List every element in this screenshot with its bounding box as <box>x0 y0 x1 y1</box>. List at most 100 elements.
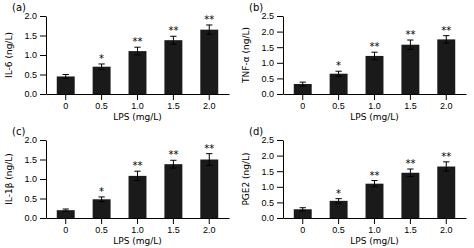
y-tick: 2.0 <box>261 151 283 161</box>
x-tick: 1.5 <box>167 94 180 111</box>
y-tick-label: 0.5 <box>24 194 37 204</box>
error-bar-cap <box>335 76 341 77</box>
y-tick-mark <box>277 140 283 141</box>
error-bar <box>134 171 140 180</box>
error-bar-cap <box>206 34 212 35</box>
x-tick-mark <box>338 94 339 100</box>
bar <box>401 173 419 218</box>
x-tick: 2.0 <box>203 218 216 235</box>
error-bar-line <box>65 75 66 79</box>
x-tick: 2.0 <box>440 218 453 235</box>
y-axis-line <box>46 17 47 95</box>
x-tick-label: 0 <box>63 101 68 111</box>
error-bar-line <box>410 169 411 176</box>
x-tick: 1.0 <box>131 94 144 111</box>
error-bar-cap <box>134 180 140 181</box>
y-tick: 1.5 <box>24 155 46 165</box>
y-tick-mark <box>40 199 46 200</box>
y-tick-label: 0.0 <box>261 89 274 99</box>
marks <box>57 154 218 218</box>
x-tick-mark <box>410 218 411 224</box>
x-tick-label: 1.0 <box>131 101 144 111</box>
y-tick-mark <box>277 202 283 203</box>
x-tick: 0.5 <box>95 218 108 235</box>
error-bar-line <box>173 160 174 168</box>
error-bar-cap <box>98 201 104 202</box>
y-tick-label: 2.5 <box>261 11 274 21</box>
x-tick-mark <box>65 218 66 224</box>
x-tick-mark <box>338 218 339 224</box>
x-tick: 0 <box>300 218 305 235</box>
x-tick: 2.0 <box>440 94 453 111</box>
significance-star: ** <box>441 25 451 36</box>
figure: 0.00.51.01.52.000.51.01.52.0*******IL-6 … <box>0 0 474 248</box>
error-bar-cap <box>63 78 69 79</box>
y-tick-mark <box>277 16 283 17</box>
y-tick-label: 2.5 <box>261 135 274 145</box>
y-tick-mark <box>40 179 46 180</box>
x-tick-label: 1.0 <box>131 225 144 235</box>
error-bar-cap <box>335 203 341 204</box>
error-bar <box>98 197 104 202</box>
x-tick-label: 2.0 <box>203 225 216 235</box>
x-tick-label: 2.0 <box>440 225 453 235</box>
x-axis-title: LPS (mg/L) <box>113 112 162 122</box>
error-bar-cap <box>300 210 306 211</box>
error-bar <box>371 181 377 187</box>
x-tick: 1.0 <box>131 218 144 235</box>
y-tick: 1.0 <box>261 182 283 192</box>
y-tick-mark <box>277 63 283 64</box>
bar <box>57 210 75 218</box>
error-bar <box>98 64 104 69</box>
bar <box>57 76 75 94</box>
error-bar-cap <box>371 186 377 187</box>
error-bar <box>371 52 377 59</box>
x-axis: 00.51.01.52.0 <box>47 218 230 235</box>
y-tick: 1.5 <box>261 167 283 177</box>
x-tick-mark <box>101 218 102 224</box>
error-bar <box>170 36 176 44</box>
y-axis-title: PGE2 (ng/L) <box>241 152 251 205</box>
x-tick-label: 1.0 <box>368 101 381 111</box>
x-tick-label: 1.5 <box>404 225 417 235</box>
y-tick: 2.5 <box>261 135 283 145</box>
panel: 0.00.51.01.52.000.51.01.52.0*******IL-1β… <box>4 126 230 246</box>
x-tick-mark <box>101 94 102 100</box>
error-bar <box>443 36 449 43</box>
error-bar-line <box>446 162 447 171</box>
error-bar-line <box>446 36 447 43</box>
x-tick-mark <box>173 218 174 224</box>
y-tick-mark <box>40 16 46 17</box>
bar <box>401 45 419 94</box>
y-tick-mark <box>277 47 283 48</box>
y-tick-mark <box>277 32 283 33</box>
x-tick: 1.5 <box>404 218 417 235</box>
y-axis: 0.00.51.01.52.0 <box>24 11 46 99</box>
x-tick-label: 1.0 <box>368 225 381 235</box>
y-tick-label: 1.5 <box>24 155 37 165</box>
y-axis: 0.00.51.01.52.02.5 <box>261 135 283 223</box>
error-bar-cap <box>407 176 413 177</box>
x-axis: 00.51.01.52.0 <box>284 94 467 111</box>
error-bar <box>335 199 341 203</box>
bar <box>330 201 348 218</box>
panel-label: (c) <box>12 126 25 137</box>
x-axis: 00.51.01.52.0 <box>284 218 467 235</box>
error-bar-line <box>173 36 174 44</box>
significance-star: ** <box>204 143 214 154</box>
x-tick-label: 0 <box>300 225 305 235</box>
x-tick: 1.5 <box>167 218 180 235</box>
bar <box>437 167 455 218</box>
annotations: ******* <box>336 25 451 72</box>
y-tick-label: 0.0 <box>24 213 37 223</box>
y-axis-title: IL-1β (ng/L) <box>4 153 14 205</box>
significance-star: ** <box>168 25 178 36</box>
y-axis-line <box>283 141 284 219</box>
error-bar-line <box>302 82 303 86</box>
significance-star: ** <box>133 160 143 171</box>
y-tick: 2.0 <box>24 11 46 21</box>
error-bar-cap <box>300 207 306 208</box>
error-bar-cap <box>63 74 69 75</box>
x-tick: 2.0 <box>203 94 216 111</box>
error-bar-cap <box>206 165 212 166</box>
